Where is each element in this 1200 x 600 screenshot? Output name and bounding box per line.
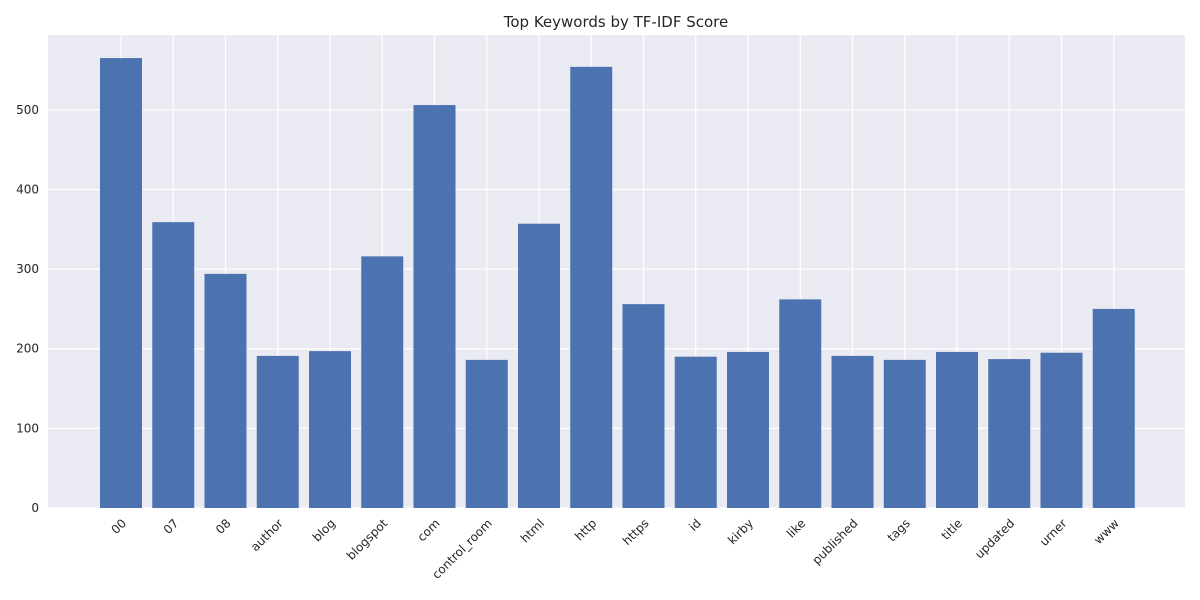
x-tick-label: https <box>620 516 652 548</box>
bar-07 <box>152 222 195 508</box>
y-tick-label: 300 <box>16 262 39 276</box>
bar-published <box>831 355 874 508</box>
bar-08 <box>204 273 247 508</box>
x-tick-label: http <box>572 516 599 543</box>
x-tick-label: tags <box>885 516 913 544</box>
bars <box>100 58 1135 509</box>
y-tick-label: 500 <box>16 103 39 117</box>
x-tick-label: like <box>784 516 808 540</box>
bar-blog <box>309 351 351 508</box>
bar-author <box>256 355 299 508</box>
bar-kirby <box>727 351 769 508</box>
bar-tags <box>883 359 926 508</box>
bar-html <box>518 223 560 508</box>
x-tick-label: 07 <box>161 516 182 537</box>
bar-blogspot <box>361 256 404 508</box>
y-axis-ticks: 0 100 200 300 400 500 <box>16 103 39 515</box>
bar-like <box>779 299 822 508</box>
x-tick-label: urner <box>1037 516 1070 549</box>
x-tick-label: author <box>248 516 286 554</box>
x-tick-label: 00 <box>108 516 129 537</box>
bar-title <box>936 351 978 508</box>
x-tick-label: blogspot <box>344 516 391 563</box>
bar-https <box>622 304 665 508</box>
x-tick-label: kirby <box>725 516 756 547</box>
x-tick-label: updated <box>972 516 1017 561</box>
bar-id <box>674 356 717 508</box>
bar-00 <box>100 58 142 509</box>
x-tick-label: title <box>939 516 965 542</box>
bar-updated <box>988 359 1031 508</box>
x-tick-label: html <box>518 516 547 545</box>
bar-www <box>1092 308 1135 508</box>
x-tick-label: blog <box>310 516 338 544</box>
x-tick-label: 08 <box>213 516 234 537</box>
y-tick-label: 100 <box>16 421 39 435</box>
x-tick-label: www <box>1091 516 1122 547</box>
x-tick-label: com <box>415 516 443 544</box>
y-tick-label: 200 <box>16 342 39 356</box>
y-tick-label: 0 <box>31 501 39 515</box>
bar-urner <box>1040 352 1083 508</box>
bar-control-room <box>465 359 508 508</box>
bar-http <box>570 66 613 508</box>
x-tick-label: published <box>809 516 860 567</box>
x-tick-label: id <box>686 516 704 534</box>
bar-com <box>413 105 456 509</box>
chart-title: Top Keywords by TF-IDF Score <box>503 13 728 31</box>
y-tick-label: 400 <box>16 182 39 196</box>
